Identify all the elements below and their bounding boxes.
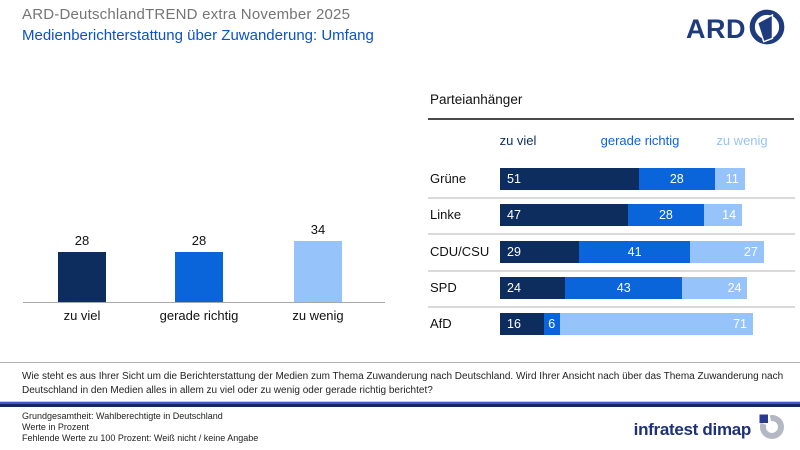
- party-label: Linke: [430, 207, 462, 222]
- stacked-bar[interactable]: 29 41 27: [500, 241, 764, 263]
- x-axis-line: [23, 302, 385, 303]
- infratest-dimap-ring-icon: [758, 413, 786, 446]
- vertical-bar[interactable]: [58, 252, 106, 302]
- bar-segment[interactable]: 71: [559, 313, 753, 335]
- bar-segment[interactable]: 27: [690, 241, 764, 263]
- bar-category-label: zu wenig: [292, 308, 344, 323]
- bar-segment[interactable]: 51: [500, 168, 639, 190]
- bar-segment[interactable]: 14: [703, 204, 743, 226]
- party-chart-title: Parteianhänger: [430, 92, 523, 107]
- bar-segment[interactable]: 11: [714, 168, 745, 190]
- page-subtitle: Medienberichterstattung über Zuwanderung…: [22, 27, 374, 44]
- party-label: SPD: [430, 280, 457, 295]
- bar-segment[interactable]: 6: [543, 313, 560, 335]
- footnote-line: Grundgesamtheit: Wahlberechtigte in Deut…: [22, 411, 223, 421]
- party-row: AfD 16 6 71: [428, 313, 795, 335]
- stacked-bar[interactable]: 47 28 14: [500, 204, 743, 226]
- bar-segment[interactable]: 28: [627, 204, 704, 226]
- infratest-dimap-wordmark: infratest dimap: [633, 419, 752, 439]
- legend-zu-wenig: zu wenig: [716, 133, 768, 148]
- footnote-line: Werte in Prozent: [22, 422, 89, 432]
- bar-category-label: gerade richtig: [159, 308, 239, 323]
- bar-segment[interactable]: 47: [500, 204, 628, 226]
- ard-logo-text: ARD: [686, 14, 746, 44]
- row-separator: [428, 306, 795, 308]
- row-separator: [428, 233, 795, 235]
- stacked-bar[interactable]: 24 43 24: [500, 277, 748, 299]
- footnotes: Grundgesamtheit: Wahlberechtigte in Deut…: [22, 411, 258, 444]
- row-separator: [428, 270, 795, 272]
- party-row: Grüne 51 28 11: [428, 168, 795, 190]
- party-label: Grüne: [430, 171, 467, 186]
- footer-divider-band: [0, 401, 800, 407]
- legend-gerade-richtig: gerade richtig: [600, 133, 680, 148]
- bar-category-label: zu viel: [63, 308, 101, 323]
- legend-zu-viel: zu viel: [499, 133, 537, 148]
- bar-segment[interactable]: 28: [638, 168, 715, 190]
- party-label: AfD: [430, 316, 452, 331]
- party-chart-title-rule: [428, 118, 794, 120]
- bar-segment[interactable]: 43: [565, 277, 683, 299]
- page-title: ARD-DeutschlandTREND extra November 2025: [22, 6, 351, 23]
- bar-segment[interactable]: 24: [682, 277, 748, 299]
- survey-question-text: Wie steht es aus Ihrer Sicht um die Beri…: [22, 371, 784, 396]
- party-row: SPD 24 43 24: [428, 277, 795, 299]
- row-separator: [428, 197, 795, 199]
- bar-value-label: 34: [310, 222, 326, 237]
- bar-value-label: 28: [74, 233, 90, 248]
- ard-one-circle-icon: [748, 8, 786, 51]
- vertical-bar[interactable]: [294, 241, 342, 302]
- party-row: Linke 47 28 14: [428, 204, 795, 226]
- bar-segment[interactable]: 16: [500, 313, 544, 335]
- bar-segment[interactable]: 29: [500, 241, 579, 263]
- bar-value-label: 28: [191, 233, 207, 248]
- infratest-dimap-logo: infratest dimap: [634, 413, 786, 446]
- question-divider-line: [0, 362, 800, 363]
- stacked-bar[interactable]: 16 6 71: [500, 313, 753, 335]
- party-label: CDU/CSU: [430, 244, 490, 259]
- stacked-bar[interactable]: 51 28 11: [500, 168, 745, 190]
- bar-segment[interactable]: 24: [500, 277, 566, 299]
- vertical-bar[interactable]: [175, 252, 223, 302]
- ard-logo: ARD: [686, 8, 786, 51]
- bar-segment[interactable]: 41: [578, 241, 691, 263]
- party-row: CDU/CSU 29 41 27: [428, 241, 795, 263]
- footnote-line: Fehlende Werte zu 100 Prozent: Weiß nich…: [22, 433, 259, 443]
